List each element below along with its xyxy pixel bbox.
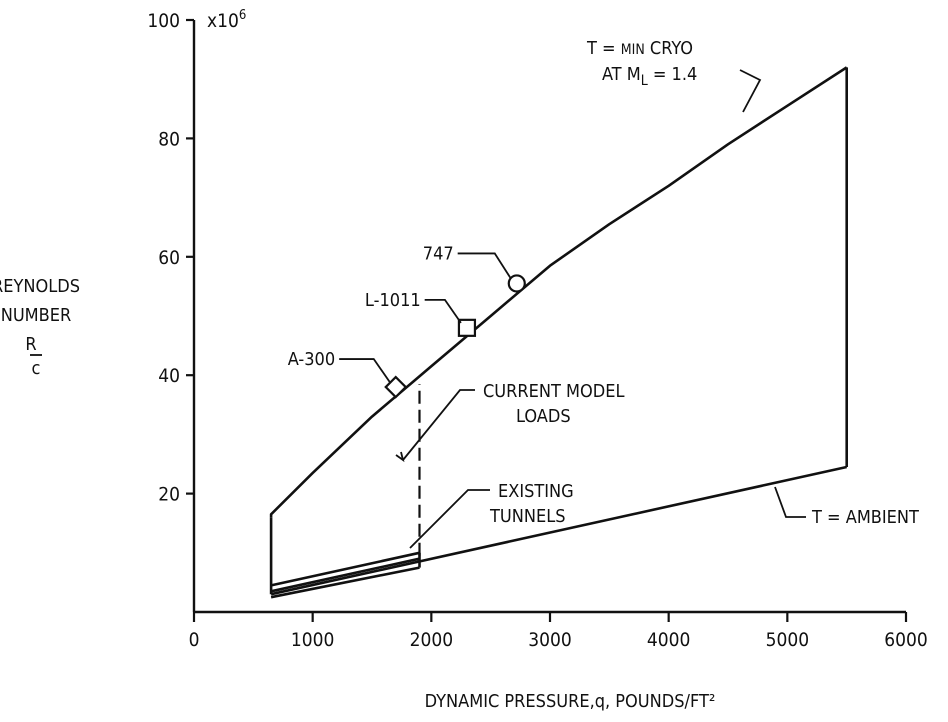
- existing-tunnels-label-line2: TUNNELS: [489, 506, 566, 527]
- aircraft-marker-a-300: [384, 375, 408, 399]
- y-axis-label-line1: REYNOLDS: [0, 276, 80, 297]
- x-tick-label: 4000: [647, 629, 691, 651]
- y-tick-label: 40: [158, 365, 180, 387]
- ambient-label: T = AMBIENT: [811, 507, 919, 528]
- existing-tunnels-leader: [409, 489, 490, 549]
- min-cryo-leader: [739, 69, 762, 113]
- min-cryo-boundary-line: [269, 66, 848, 518]
- x-tick-label: 2000: [410, 629, 454, 651]
- x-tick-label: 3000: [528, 629, 572, 651]
- existing-tunnels-upper-line: [270, 551, 420, 587]
- y-multiplier: x106: [207, 8, 246, 32]
- y-tick-label: 80: [158, 128, 180, 150]
- aircraft-marker-747: [507, 274, 526, 293]
- existing-tunnels-lower-line: [270, 566, 420, 599]
- current-model-loads-label-line1: CURRENT MODEL: [483, 381, 624, 402]
- y-tick-label: 20: [158, 484, 180, 506]
- current-model-loads-leader: [395, 389, 475, 463]
- min-cryo-label-line1: T = MIN CRYO: [586, 38, 693, 59]
- y-tick-label: 100: [147, 10, 180, 32]
- aircraft-label-l-1011: L-1011: [365, 290, 421, 311]
- aircraft-leader-l-1011: [424, 298, 462, 324]
- x-tick-label: 6000: [884, 629, 928, 651]
- ambient-leader: [774, 486, 806, 518]
- x-tick-label: 0: [189, 629, 200, 651]
- aircraft-label-747: 747: [423, 243, 454, 264]
- current-model-loads-label-line2: LOADS: [516, 406, 571, 427]
- aircraft-point-labels: A-300 L-1011 747: [288, 243, 512, 383]
- aircraft-label-a-300: A-300: [288, 349, 335, 370]
- y-axis-label-line2: NUMBER: [1, 305, 72, 326]
- y-axis-label-symbol: R: [25, 334, 36, 355]
- aircraft-markers: [384, 274, 526, 399]
- aircraft-leader-a-300: [339, 358, 391, 383]
- aircraft-leader-747: [457, 252, 512, 279]
- min-cryo-label-line2: AT ML = 1.4: [602, 64, 697, 89]
- existing-tunnels-label-line1: EXISTING: [498, 481, 574, 502]
- ambient-boundary-line: [270, 465, 847, 596]
- y-axis-label-subscript: c: [32, 358, 41, 379]
- existing-tunnels-middle-line: [270, 557, 420, 593]
- x-tick-label: 5000: [766, 629, 810, 651]
- x-axis-label: DYNAMIC PRESSURE,q, POUNDS/FT²: [425, 691, 716, 712]
- x-tick-label: 1000: [291, 629, 335, 651]
- aircraft-marker-l-1011: [457, 318, 477, 337]
- y-tick-label: 60: [158, 247, 180, 269]
- axis-ticks: 0 1000 2000 3000 4000 5000 6000 20 40 60 80 100: [147, 10, 927, 651]
